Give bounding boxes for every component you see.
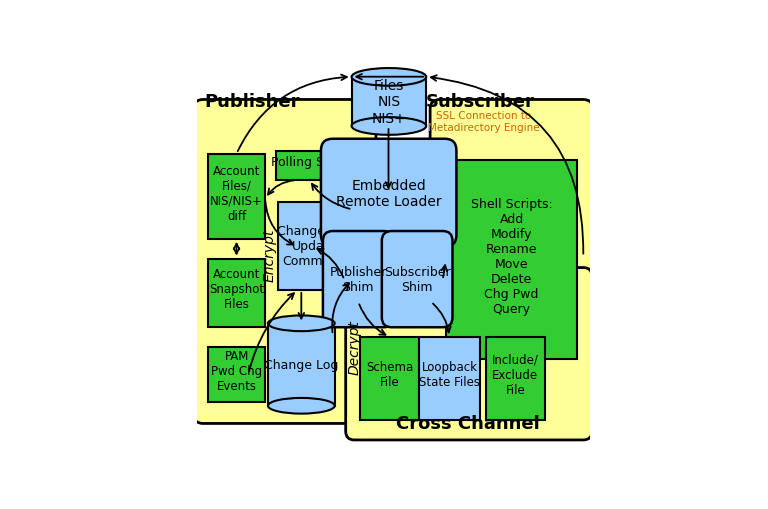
Text: Publisher: Publisher <box>204 93 300 111</box>
Ellipse shape <box>268 398 335 414</box>
Text: Files
NIS
NIS+: Files NIS NIS+ <box>372 79 406 125</box>
Text: Polling Script: Polling Script <box>271 156 353 168</box>
Text: Schema
File: Schema File <box>366 361 413 388</box>
PathPatch shape <box>360 337 419 420</box>
PathPatch shape <box>419 337 480 420</box>
Text: Cross Channel: Cross Channel <box>396 414 540 432</box>
Bar <box>352 78 426 127</box>
FancyBboxPatch shape <box>346 268 592 440</box>
Bar <box>278 202 350 290</box>
Ellipse shape <box>352 118 426 135</box>
PathPatch shape <box>208 155 265 239</box>
Text: Encrypt: Encrypt <box>263 229 277 281</box>
Text: Account
Snapshot
Files: Account Snapshot Files <box>209 268 264 311</box>
FancyBboxPatch shape <box>321 139 456 247</box>
Text: Subscriber: Subscriber <box>425 93 535 111</box>
Text: Change Log
Update
Command: Change Log Update Command <box>277 225 351 268</box>
Text: Embedded
Remote Loader: Embedded Remote Loader <box>336 178 442 208</box>
Text: Decrypt: Decrypt <box>347 320 361 375</box>
Text: Account
Files/
NIS/NIS+
diff: Account Files/ NIS/NIS+ diff <box>210 164 263 222</box>
Text: Change Log: Change Log <box>264 358 339 371</box>
PathPatch shape <box>276 151 349 181</box>
Text: SSL Connection to
Metadirectory Engine: SSL Connection to Metadirectory Engine <box>428 111 540 133</box>
Ellipse shape <box>268 316 335 331</box>
Text: Shell Scripts:
Add
Modify
Rename
Move
Delete
Chg Pwd
Query: Shell Scripts: Add Modify Rename Move De… <box>471 197 552 315</box>
FancyBboxPatch shape <box>323 232 393 328</box>
Text: PAM
Pwd Chg
Events: PAM Pwd Chg Events <box>211 349 263 392</box>
Text: Loopback
State Files: Loopback State Files <box>419 361 480 388</box>
Text: Subscriber
Shim: Subscriber Shim <box>384 266 451 294</box>
FancyBboxPatch shape <box>430 100 593 423</box>
Text: Publisher
Shim: Publisher Shim <box>329 266 387 294</box>
FancyBboxPatch shape <box>194 100 376 423</box>
Text: Include/
Exclude
File: Include/ Exclude File <box>492 353 539 396</box>
PathPatch shape <box>446 161 578 359</box>
Bar <box>268 324 335 406</box>
PathPatch shape <box>208 259 265 328</box>
PathPatch shape <box>486 337 545 420</box>
PathPatch shape <box>208 347 265 402</box>
FancyBboxPatch shape <box>382 232 452 328</box>
Ellipse shape <box>352 69 426 87</box>
